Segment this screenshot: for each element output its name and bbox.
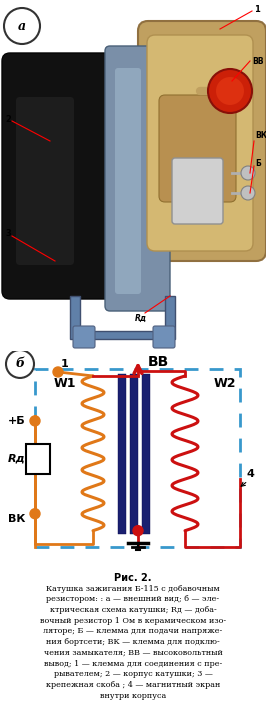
Circle shape — [216, 77, 244, 105]
Text: Б: Б — [255, 159, 261, 168]
Circle shape — [30, 509, 40, 519]
Circle shape — [133, 526, 143, 536]
FancyBboxPatch shape — [153, 326, 175, 348]
FancyBboxPatch shape — [172, 158, 223, 224]
FancyBboxPatch shape — [115, 68, 141, 294]
Text: ВВ: ВВ — [252, 56, 264, 65]
FancyBboxPatch shape — [105, 46, 170, 311]
Text: б: б — [15, 357, 24, 371]
Circle shape — [30, 416, 40, 426]
Text: Rд: Rд — [8, 453, 26, 464]
Bar — [118, 374, 126, 534]
Circle shape — [241, 166, 255, 180]
FancyBboxPatch shape — [2, 53, 163, 299]
FancyBboxPatch shape — [147, 35, 253, 251]
FancyBboxPatch shape — [159, 95, 236, 202]
Bar — [130, 374, 138, 534]
Text: +Б: +Б — [8, 416, 26, 426]
Text: W2: W2 — [214, 378, 236, 390]
Bar — [142, 374, 150, 534]
Circle shape — [53, 367, 63, 377]
Text: 1: 1 — [254, 4, 260, 13]
Text: 2: 2 — [5, 114, 11, 124]
Circle shape — [4, 8, 40, 44]
Text: ВК: ВК — [8, 514, 25, 524]
Text: 1: 1 — [61, 359, 69, 369]
Circle shape — [208, 69, 252, 113]
Text: Рис. 2.: Рис. 2. — [114, 573, 152, 583]
Text: ВК: ВК — [255, 131, 266, 140]
Text: 4: 4 — [246, 469, 254, 479]
FancyBboxPatch shape — [73, 326, 95, 348]
Text: ВВ: ВВ — [148, 355, 169, 369]
Polygon shape — [70, 296, 175, 339]
Text: Катушка зажигания Б-115 с добавочным
резистором: : а — внешний вид; б — эле-
ктр: Катушка зажигания Б-115 с добавочным рез… — [40, 585, 226, 700]
Bar — [26, 444, 50, 474]
Circle shape — [241, 186, 255, 200]
Bar — [35, 369, 240, 547]
Text: W1: W1 — [54, 378, 76, 390]
Text: а: а — [18, 20, 26, 32]
Text: Rд: Rд — [135, 314, 147, 322]
FancyBboxPatch shape — [138, 21, 266, 261]
Text: 3: 3 — [5, 228, 11, 237]
FancyBboxPatch shape — [16, 97, 74, 265]
Circle shape — [6, 350, 34, 378]
